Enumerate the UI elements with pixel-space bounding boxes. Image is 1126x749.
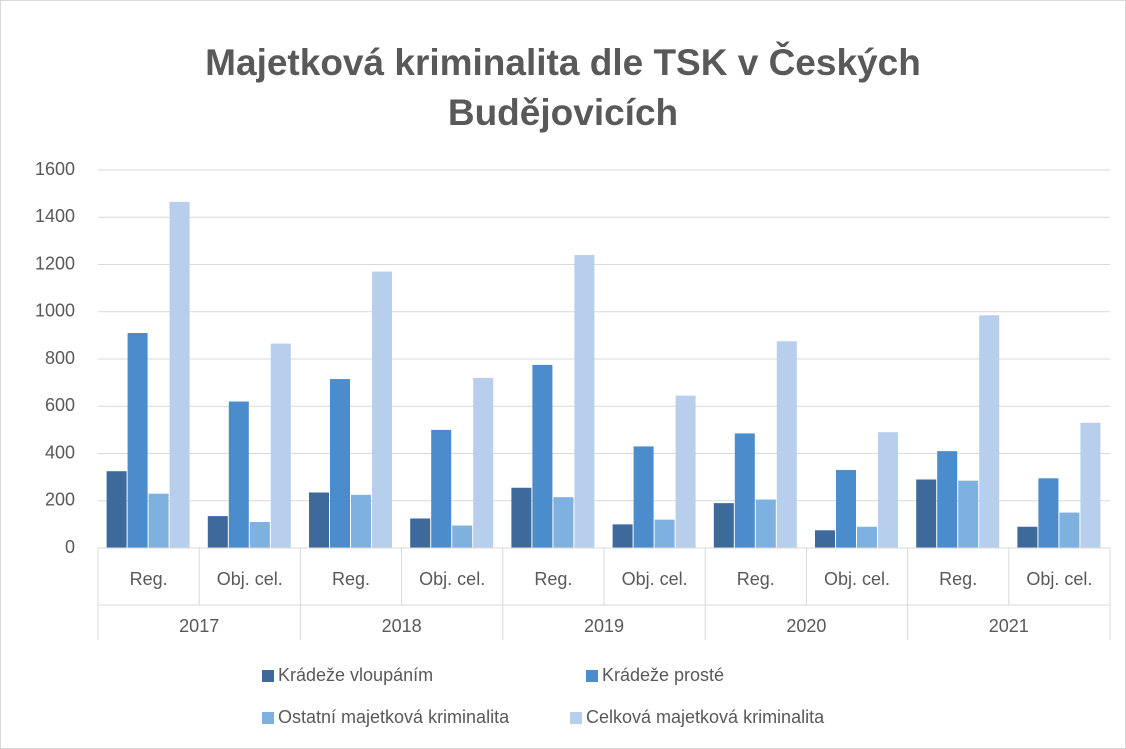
bar [734,433,755,548]
bar [1038,478,1059,548]
bar [675,395,696,548]
x-tick-label: Obj. cel. [1026,569,1092,589]
bar [452,525,473,548]
y-tick-label: 1400 [35,206,75,226]
bar [1059,512,1080,548]
legend-swatch [262,670,274,682]
bar [612,524,633,548]
bar [553,497,574,548]
y-tick-label: 800 [45,348,75,368]
bar [330,379,350,548]
bar [169,201,190,549]
x-tick-label: Reg. [737,569,775,589]
y-tick-label: 400 [45,442,75,462]
bar [654,519,675,548]
bar [511,487,532,548]
y-tick-label: 1600 [35,159,75,179]
bar [755,499,776,548]
legend-label: Krádeže prosté [602,665,724,685]
bar [836,470,856,548]
x-tick-label: Obj. cel. [622,569,688,589]
bar [857,526,877,548]
bar [1080,422,1101,548]
x-tick-label: Reg. [130,569,168,589]
y-tick-label: 0 [65,537,75,557]
bar [532,364,553,548]
bar [815,530,835,548]
legend-swatch [586,670,598,682]
legend-label: Krádeže vloupáním [278,665,433,685]
bar [372,271,392,548]
x-group-label: 2019 [584,616,624,636]
bar [979,315,1000,548]
bar [127,333,148,548]
bar [351,494,371,548]
bar [1017,526,1038,548]
x-tick-label: Obj. cel. [217,569,283,589]
x-tick-label: Obj. cel. [419,569,485,589]
bar [713,503,734,548]
x-group-label: 2021 [989,616,1029,636]
bar [916,479,937,548]
bar [633,446,654,548]
bar [473,377,494,548]
legend-swatch [262,712,274,724]
y-tick-label: 1000 [35,301,75,321]
x-group-label: 2018 [382,616,422,636]
x-group-label: 2020 [786,616,826,636]
bar [574,255,595,549]
x-tick-label: Reg. [332,569,370,589]
bar [270,343,291,548]
x-tick-label: Obj. cel. [824,569,890,589]
bar [207,516,228,548]
y-tick-label: 200 [45,490,75,510]
bar [106,471,127,548]
bar [431,429,452,548]
bar [878,432,898,548]
bar [937,451,958,548]
legend-swatch [570,712,582,724]
chart-title: Majetková kriminalita dle TSK v Českých … [205,42,921,133]
bar [958,480,979,548]
x-group-label: 2017 [179,616,219,636]
x-tick-label: Reg. [534,569,572,589]
y-tick-label: 600 [45,395,75,415]
bar [776,341,797,548]
legend-label: Ostatní majetková kriminalita [278,707,510,727]
x-tick-label: Reg. [939,569,977,589]
bar [228,401,249,548]
bar [410,518,431,548]
legend-label: Celková majetková kriminalita [586,707,825,727]
bar [148,493,169,548]
bar [249,522,270,548]
y-tick-label: 1200 [35,253,75,273]
bar [309,492,329,548]
